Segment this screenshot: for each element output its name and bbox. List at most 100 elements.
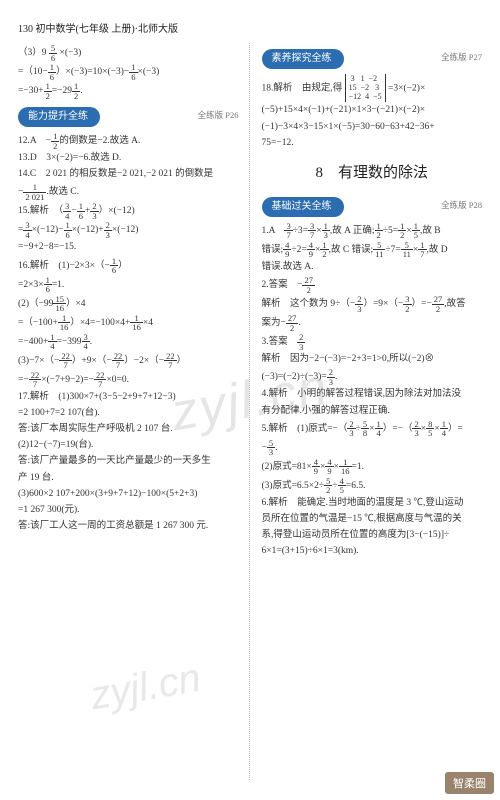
- r4b: 有分配律.小强的解答过程正确.: [262, 404, 483, 419]
- fraction: 45: [338, 477, 346, 495]
- page-header: 130 初中数学(七年级 上册)·北师大版: [18, 20, 482, 35]
- item-13: 13.D 3×(−2)=−6.故选 D.: [18, 151, 239, 166]
- fraction: 12: [375, 222, 383, 240]
- fraction: 16: [44, 276, 52, 294]
- right-column: 素养探究全练 全练版 P27 18.解析 由规定,得 3 1 −2 15 −2 …: [262, 43, 483, 780]
- text: ）×4: [66, 299, 86, 309]
- item-17c: 答:该厂本周实际生产呼吸机 2 107 台.: [18, 422, 239, 437]
- r5d: (3)原式=6.5×2÷52÷45=6.5.: [262, 477, 483, 495]
- page: 130 初中数学(七年级 上册)·北师大版 （3）9 56 ×(−3) =（10…: [0, 0, 500, 800]
- text: 12.A −: [18, 136, 51, 146]
- item-16d: =（−100+116）×4=−100×4+116×4: [18, 314, 239, 332]
- r3b: 解析 因为−2−(−3)=−2+3=1>0,所以(−2)⊗: [262, 352, 483, 367]
- text: =（−100+: [18, 318, 58, 328]
- text: ×(−3): [60, 48, 82, 58]
- item-17g: (3)600×2 107+200×(3+9+7+12)−100×(5+2+3): [18, 487, 239, 502]
- item-15c: =−9+2−8=−15.: [18, 240, 239, 255]
- text: .: [80, 86, 82, 96]
- item-16c: (2)（−991516）×4: [18, 295, 239, 313]
- section-ref: 全练版 P28: [441, 199, 482, 213]
- text: ×(−7+9−2)=−: [41, 375, 94, 385]
- text: ）×(−12): [99, 207, 135, 217]
- fraction: 511: [373, 241, 385, 259]
- text: ）+9×（−: [72, 356, 112, 366]
- item-18: 18.解析 由规定,得 3 1 −2 15 −2 3 −12 4 −5 =3×(…: [262, 74, 483, 102]
- text: ）×4=−100×4+: [70, 318, 130, 328]
- fraction: 15: [412, 222, 420, 240]
- text: .故选 C.: [46, 188, 78, 198]
- r5b: −53.: [262, 439, 483, 457]
- item-12: 12.A −12的倒数是−2.故选 A.: [18, 132, 239, 150]
- fraction: 116: [339, 458, 352, 476]
- item-16b: =2×3×16=1.: [18, 276, 239, 294]
- fraction: 49: [325, 458, 333, 476]
- text: 解析 这个数为 9÷（−: [262, 299, 356, 309]
- item-16: 16.解析 (1)−2×3×（−16）: [18, 257, 239, 275]
- r6a: 6.解析 能确定.当时地面的温度是 3 ℃,登山运动: [262, 496, 483, 511]
- item-17a: 17.解析 (1)300×7+(3−5−2+9+7+12−3): [18, 390, 239, 405]
- text: ÷3=: [293, 226, 308, 236]
- fraction: 23: [104, 221, 112, 239]
- fraction: 12: [320, 241, 328, 259]
- fraction: 272: [286, 314, 299, 332]
- text: 的倒数是−2.故选 A.: [59, 136, 140, 146]
- determinant: 3 1 −2 15 −2 3 −12 4 −5: [345, 74, 386, 102]
- fraction: 1516: [53, 295, 66, 313]
- item-16g: =−227×(−7+9−2)=−227×0=0.: [18, 371, 239, 389]
- text: 15.解析 （: [18, 207, 63, 217]
- eq-line: （3）9 56 ×(−3): [18, 44, 239, 62]
- text: ×(−12): [112, 226, 139, 236]
- text: .: [335, 373, 337, 383]
- text: =−30+: [18, 86, 44, 96]
- r5: 5.解析 (1)原式=−（23÷58×14）=−（23×85×14）=: [262, 420, 483, 438]
- text: ）: [177, 356, 187, 366]
- text: 16.解析 (1)−2×3×（−: [18, 261, 110, 271]
- fraction: 227: [59, 352, 72, 370]
- text: =−: [18, 375, 29, 385]
- fraction: 272: [302, 276, 315, 294]
- text: =1.: [352, 462, 364, 472]
- fraction: 37: [284, 222, 292, 240]
- item-17e: 答:该厂产量最多的一天比产量最少的一天多生: [18, 454, 239, 469]
- text: =−399: [57, 337, 82, 347]
- fraction: 227: [112, 352, 125, 370]
- fraction: 56: [49, 44, 57, 62]
- fraction: 227: [94, 371, 107, 389]
- eq-line: =（10−16）×(−3)=10×(−3)−16×(−3): [18, 63, 239, 81]
- fraction: 14: [48, 333, 56, 351]
- section-pill: 基础过关全练: [262, 197, 344, 217]
- item-16e: =−400+14=−39934.: [18, 333, 239, 351]
- corner-badge: 智柔圈: [445, 772, 494, 794]
- text: ÷7=: [385, 245, 400, 255]
- fraction: 116: [130, 314, 143, 332]
- text: (2)原式=81×: [262, 462, 312, 472]
- fraction: 23: [327, 368, 335, 386]
- section-header: 基础过关全练 全练版 P28: [262, 191, 483, 221]
- text: =−29: [52, 86, 72, 96]
- item-14b: −12 021.故选 C.: [18, 183, 239, 201]
- text: 案为−: [262, 318, 286, 328]
- text: ,故 C 错误;: [329, 245, 374, 255]
- text: =（10−: [18, 67, 48, 77]
- item-17h: =1 267 300(元).: [18, 503, 239, 518]
- text: ,故 B: [420, 226, 441, 236]
- text: ）−2×（−: [124, 356, 164, 366]
- fraction: 49: [307, 241, 315, 259]
- section-pill: 素养探究全练: [262, 49, 344, 69]
- text: 18.解析 由规定,得: [262, 83, 343, 93]
- fraction: 23: [90, 202, 98, 220]
- text: 错误;: [262, 245, 284, 255]
- r2: 2.答案 −272: [262, 276, 483, 294]
- fraction: 511: [401, 241, 413, 259]
- fraction: 34: [23, 221, 31, 239]
- r2c: 案为−272.: [262, 314, 483, 332]
- item-17b: =2 100+7=2 107(台).: [18, 406, 239, 421]
- text: ,故 A 正确;: [330, 226, 375, 236]
- text: ）=9×（−: [363, 299, 403, 309]
- text: =1.: [52, 280, 64, 290]
- text: 5.解析 (1)原式=−（: [262, 424, 348, 434]
- fraction: 227: [29, 371, 42, 389]
- text: ）=−: [412, 299, 432, 309]
- item-14a: 14.C 2 021 的相反数是−2 021,−2 021 的倒数是: [18, 167, 239, 182]
- fraction: 16: [48, 63, 56, 81]
